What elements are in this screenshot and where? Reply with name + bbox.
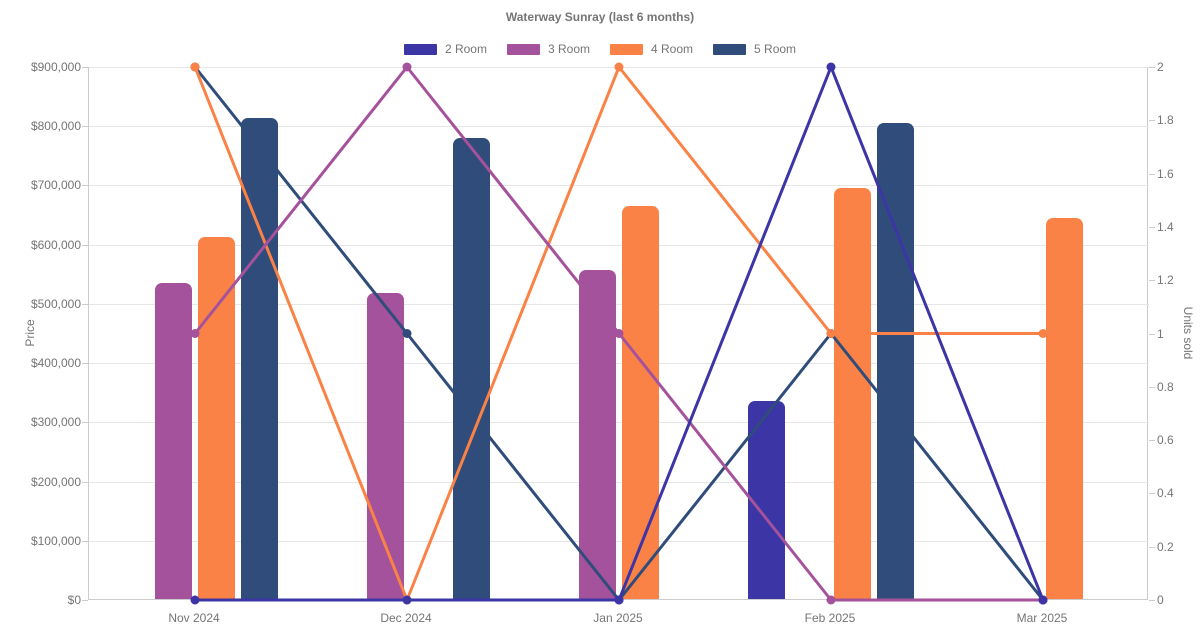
legend-item-2-room[interactable]: 2 Room xyxy=(403,42,487,56)
units-tick-label: 1.8 xyxy=(1157,113,1174,128)
point-3-room-feb-2025 xyxy=(826,595,836,605)
units-tick-mark xyxy=(1149,493,1155,495)
point-5-room-dec-2024 xyxy=(402,329,412,338)
gridline xyxy=(89,126,1149,128)
point-2-room-dec-2024 xyxy=(402,595,412,605)
units-tick-mark xyxy=(1149,226,1155,228)
legend-label-5-room: 5 Room xyxy=(754,42,797,56)
units-tick-label: 1.2 xyxy=(1157,273,1174,288)
price-tick-mark xyxy=(82,185,88,187)
gridline xyxy=(89,244,1149,246)
point-2-room-mar-2025 xyxy=(1038,595,1048,605)
price-tick-label: $400,000 xyxy=(30,356,81,371)
point-4-room-mar-2025 xyxy=(1038,329,1048,338)
price-tick-mark xyxy=(82,126,88,128)
units-tick-label: 0.6 xyxy=(1157,433,1174,448)
legend-label-4-room: 4 Room xyxy=(651,42,694,56)
units-tick-label: 1 xyxy=(1157,326,1164,341)
gridline xyxy=(89,303,1149,305)
gridline xyxy=(89,185,1149,187)
units-tick-label: 0 xyxy=(1157,593,1164,607)
price-tick-label: $0 xyxy=(67,593,81,607)
gridline xyxy=(89,481,1149,483)
price-tick-mark xyxy=(82,422,88,424)
price-tick-label: $500,000 xyxy=(30,296,81,311)
legend-item-4-room[interactable]: 4 Room xyxy=(610,42,693,56)
price-tick-label: $300,000 xyxy=(30,415,81,430)
gridline xyxy=(89,422,1149,424)
units-tick-label: 0.4 xyxy=(1157,486,1174,501)
units-tick-label: 1.4 xyxy=(1157,219,1174,234)
bar-5-room-dec-2024 xyxy=(452,137,490,599)
price-tick-label: $800,000 xyxy=(30,119,81,134)
plot-area xyxy=(88,62,1149,605)
bar-2-room-feb-2025 xyxy=(748,400,786,599)
units-tick-label: 0.8 xyxy=(1157,379,1174,394)
point-3-room-dec-2024 xyxy=(402,62,412,72)
legend: 2 Room 3 Room 4 Room 5 Room xyxy=(0,42,1200,56)
point-4-room-nov-2024 xyxy=(190,62,200,72)
left-axis-title: Price xyxy=(23,319,37,347)
legend-label-2-room: 2 Room xyxy=(444,42,487,56)
price-tick-mark xyxy=(82,363,88,365)
price-tick-mark xyxy=(82,303,88,305)
units-tick-mark xyxy=(1149,67,1155,68)
units-tick-mark xyxy=(1149,600,1155,601)
x-axis-label-mar-2025: Mar 2025 xyxy=(1016,611,1068,625)
x-axis-label-dec-2024: Dec 2024 xyxy=(380,611,432,625)
units-tick-mark xyxy=(1149,546,1155,548)
units-tick-mark xyxy=(1149,280,1155,282)
units-tick-label: 1.6 xyxy=(1157,166,1174,181)
units-tick-label: 2 xyxy=(1157,60,1164,74)
bar-5-room-feb-2025 xyxy=(876,123,914,599)
gridline xyxy=(89,540,1149,542)
point-2-room-nov-2024 xyxy=(190,595,200,605)
bar-4-room-nov-2024 xyxy=(197,236,235,599)
point-3-room-nov-2024 xyxy=(190,329,200,338)
units-tick-mark xyxy=(1149,440,1155,442)
legend-item-5-room[interactable]: 5 Room xyxy=(713,42,796,56)
legend-label-3-room: 3 Room xyxy=(547,42,590,56)
legend-swatch-2-room xyxy=(403,43,437,55)
units-tick-label: 0.2 xyxy=(1157,539,1174,554)
price-tick-label: $200,000 xyxy=(30,474,81,489)
legend-item-3-room[interactable]: 3 Room xyxy=(506,42,590,56)
lines-layer xyxy=(190,62,1048,605)
bar-4-room-jan-2025 xyxy=(621,206,659,599)
units-tick-mark xyxy=(1149,120,1155,122)
x-axis-label-feb-2025: Feb 2025 xyxy=(804,611,856,625)
point-3-room-jan-2025 xyxy=(614,329,624,338)
bar-3-room-nov-2024 xyxy=(155,283,193,599)
price-tick-label: $600,000 xyxy=(30,237,81,252)
price-tick-mark xyxy=(82,600,88,601)
units-tick-mark xyxy=(1149,173,1155,175)
legend-swatch-4-room xyxy=(610,43,643,55)
units-tick-mark xyxy=(1149,333,1155,335)
point-2-room-jan-2025 xyxy=(614,595,624,605)
gridline xyxy=(89,363,1149,365)
point-2-room-feb-2025 xyxy=(826,62,836,72)
units-tick-mark xyxy=(1149,386,1155,388)
bar-4-room-mar-2025 xyxy=(1045,218,1083,599)
price-tick-mark xyxy=(82,540,88,542)
bar-4-room-feb-2025 xyxy=(833,188,871,599)
price-tick-mark xyxy=(82,481,88,483)
price-tick-label: $900,000 xyxy=(30,60,81,74)
point-4-room-jan-2025 xyxy=(614,62,624,72)
x-axis-label-nov-2024: Nov 2024 xyxy=(168,611,220,625)
legend-swatch-3-room xyxy=(506,43,540,55)
price-tick-label: $100,000 xyxy=(30,533,81,548)
bar-3-room-jan-2025 xyxy=(579,269,617,599)
legend-swatch-5-room xyxy=(713,43,747,55)
price-tick-mark xyxy=(82,244,88,246)
point-4-room-feb-2025 xyxy=(826,329,836,338)
chart-title: Waterway Sunray (last 6 months) xyxy=(505,10,695,24)
price-tick-mark xyxy=(82,67,88,68)
x-axis-label-jan-2025: Jan 2025 xyxy=(593,611,643,625)
price-tick-label: $700,000 xyxy=(30,178,81,193)
